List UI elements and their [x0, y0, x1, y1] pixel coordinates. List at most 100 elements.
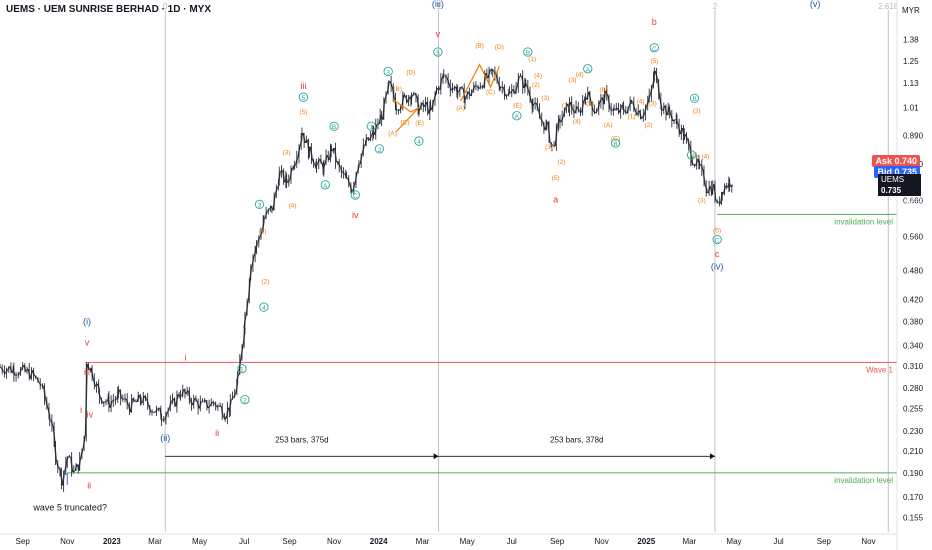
candle-body [728, 180, 732, 187]
candle-body [36, 377, 40, 383]
wave-label: (iii) [432, 0, 444, 9]
candle-body [160, 418, 163, 421]
wave-circle [350, 190, 360, 200]
price-tick: 0.380 [903, 317, 924, 326]
candle-body [433, 93, 437, 101]
candle-body [312, 159, 316, 166]
wave-label: (i) [83, 316, 91, 326]
wave-label: (D) [406, 70, 415, 77]
candle-series [0, 66, 734, 492]
candle-body [82, 436, 86, 449]
candle-body [9, 366, 13, 373]
wave-circle [512, 111, 522, 121]
candle-body [65, 456, 69, 463]
candle-body [272, 194, 276, 211]
candle-body [711, 184, 715, 195]
time-axis[interactable]: Sep Nov 2023 Mar May Jul Sep Nov 2024 Mar May Jul Se… [0, 533, 897, 546]
time-tick: Mar [682, 537, 696, 546]
price-tick: 0.660 [903, 197, 924, 206]
time-tick: Jul [239, 537, 249, 546]
candle-body [622, 106, 626, 112]
candle-body [205, 400, 209, 409]
candle-body [592, 110, 596, 114]
candle-body [612, 108, 616, 111]
fib-time-label: 2 [713, 2, 718, 11]
wave-circle [383, 66, 393, 77]
wave-label: (A) [456, 105, 465, 112]
candle-body [584, 96, 587, 100]
candle-body [58, 467, 62, 471]
candle-body [261, 220, 265, 232]
triangle-line [392, 98, 420, 133]
wave-label: 4 [417, 139, 421, 146]
wave-label: 2 [378, 147, 382, 154]
candle-body [632, 102, 636, 111]
candle-body [196, 400, 200, 409]
ask-label: Ask [875, 156, 892, 166]
candle-body [212, 401, 215, 404]
candle-body [554, 125, 558, 147]
candle-body [168, 401, 172, 410]
candle-body [300, 132, 304, 138]
candle-body [545, 121, 549, 125]
time-tick: May [192, 537, 207, 546]
bid-label: Bid [877, 167, 892, 177]
candle-body [481, 85, 484, 89]
candle-body [364, 137, 368, 145]
candle-body [603, 90, 607, 105]
price-axis[interactable]: 0.3150.6200.1901.381.251.131.010.8900.78… [896, 0, 932, 550]
candle-body [412, 92, 416, 96]
time-tick: Mar [416, 537, 430, 546]
candle-body [581, 100, 585, 113]
wave-label: v [85, 338, 90, 348]
wave-label: C [652, 46, 657, 53]
candle-body [12, 368, 16, 376]
time-tick: Jul [507, 537, 517, 546]
wave-circle [712, 234, 722, 245]
candle-body [29, 370, 33, 379]
price-tick: 0.170 [903, 493, 924, 502]
candle-body [95, 383, 98, 387]
candle-body [535, 102, 539, 110]
candle-body [45, 399, 49, 408]
candle-body [684, 133, 688, 140]
wave-label: (C) [400, 120, 409, 127]
candle-body [702, 169, 706, 185]
candle-body [264, 211, 268, 219]
candle-body [474, 84, 478, 88]
measure-arrow [433, 453, 439, 460]
candle-body [380, 114, 384, 120]
wave-label: (4) [576, 71, 584, 78]
candle-body [70, 456, 74, 473]
wave-label: (B) [600, 87, 609, 94]
candle-body [387, 80, 391, 84]
candle-body [84, 363, 88, 437]
candle-body [270, 205, 274, 211]
candle-body [470, 90, 473, 97]
price-tick: 0.560 [903, 233, 924, 242]
candle-body [576, 106, 580, 112]
candle-body [526, 85, 530, 92]
candle-body [97, 390, 101, 399]
candle-body [453, 86, 456, 89]
candle-body [628, 100, 632, 107]
candle-body [309, 146, 313, 161]
last-value: 0.735 [881, 186, 902, 195]
candle-body [614, 107, 618, 111]
time-tick: 2024 [370, 537, 388, 546]
wave-circle [649, 43, 659, 53]
candle-body [354, 172, 358, 184]
candle-body [384, 92, 388, 100]
candle-body [297, 145, 301, 158]
candle-body [285, 175, 289, 183]
wave-label: (D) [495, 44, 504, 51]
candle-body [139, 400, 143, 404]
candle-body [444, 75, 448, 79]
wave-label: (iv) [711, 261, 724, 271]
candle-body [491, 68, 495, 72]
candle-body [367, 137, 370, 141]
wave-label: (3) [545, 144, 553, 151]
candle-body [97, 383, 101, 392]
candle-body [125, 398, 129, 405]
